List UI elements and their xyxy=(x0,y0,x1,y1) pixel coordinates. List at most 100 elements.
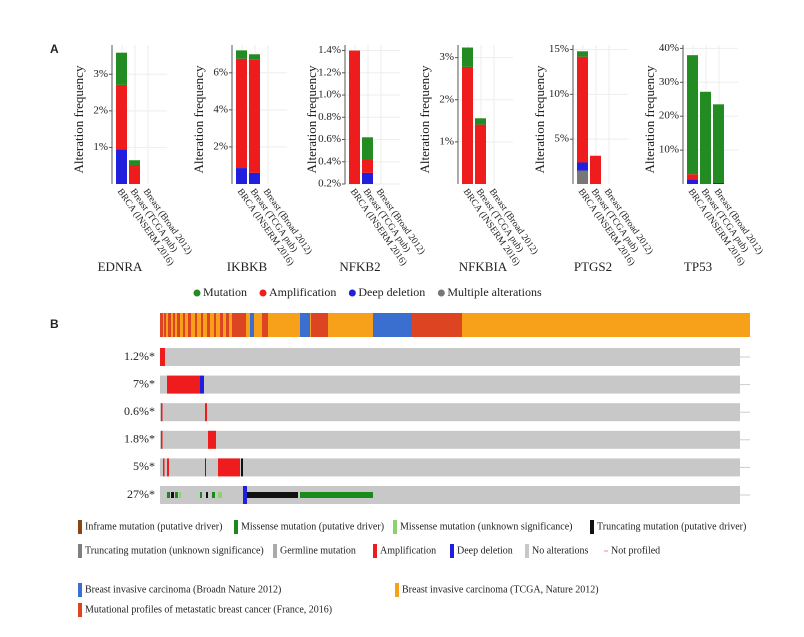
study-segment xyxy=(160,313,163,337)
panel-label: B xyxy=(50,317,59,331)
row-track xyxy=(160,486,740,504)
alteration xyxy=(218,492,222,498)
bar-segment xyxy=(462,66,473,184)
bar-segment xyxy=(362,137,373,160)
bar-segment xyxy=(590,155,601,184)
legend-label: Missense mutation (unknown significance) xyxy=(400,521,572,532)
alteration xyxy=(208,430,216,449)
chart-title: TP53 xyxy=(684,259,712,274)
legend-label: Not profiled xyxy=(611,545,660,556)
chart-title: NFKBIA xyxy=(459,259,508,274)
y-axis-label: Alteration frequency xyxy=(71,65,86,173)
legend-label: Amplification xyxy=(269,285,336,299)
study-segment xyxy=(195,313,197,337)
bar-segment xyxy=(116,149,127,184)
y-axis-label: Alteration frequency xyxy=(532,65,547,173)
alteration xyxy=(247,492,298,498)
bar-segment xyxy=(249,172,260,184)
legend-swatch xyxy=(437,289,445,297)
legend-swatch xyxy=(273,544,277,558)
study-segment xyxy=(300,313,310,337)
legend-swatch xyxy=(78,544,82,558)
row-track xyxy=(160,458,740,477)
y-tick-label: 1% xyxy=(439,135,454,147)
legend-label: Inframe mutation (putative driver) xyxy=(85,521,222,532)
y-tick-label: 3% xyxy=(93,68,108,80)
bar-segment xyxy=(577,51,588,57)
legend-swatch xyxy=(259,289,267,297)
chart-title: IKBKB xyxy=(227,259,268,274)
legend-label: No alterations xyxy=(532,545,588,556)
legend-swatch xyxy=(348,289,356,297)
y-tick-label: 30% xyxy=(659,76,679,88)
bar-segment xyxy=(475,118,486,125)
bar-segment xyxy=(577,162,588,171)
study-segment xyxy=(168,313,171,337)
study-segment xyxy=(183,313,185,337)
y-tick-label: 1% xyxy=(93,141,108,153)
study-segment xyxy=(201,313,203,337)
bar-segment xyxy=(687,55,698,175)
legend-swatch xyxy=(450,544,454,558)
alteration xyxy=(206,492,208,498)
legend-label: Amplification xyxy=(380,545,436,556)
y-tick-label: 0.2% xyxy=(318,178,341,190)
y-tick-label: 10% xyxy=(659,144,679,156)
alteration xyxy=(300,492,373,498)
alteration xyxy=(200,492,202,498)
bar-segment xyxy=(687,174,698,180)
study-segment xyxy=(232,313,246,337)
row-label: 5%* xyxy=(133,459,155,473)
study-segment xyxy=(250,313,254,337)
bar-segment xyxy=(475,124,486,184)
y-tick-label: 40% xyxy=(659,42,679,54)
legend-label: Breast invasive carcinoma (Broadn Nature… xyxy=(85,584,281,595)
alteration xyxy=(205,403,207,422)
bar-segment xyxy=(236,168,247,184)
y-tick-label: 1.4% xyxy=(318,44,341,56)
row-label: 0.6%* xyxy=(124,404,155,418)
row-track xyxy=(160,403,740,422)
bar-segment xyxy=(713,104,724,183)
study-segment xyxy=(173,313,175,337)
study-segment xyxy=(262,313,268,337)
legend-swatch xyxy=(193,289,201,297)
alteration xyxy=(163,458,165,477)
legend-label: Mutational profiles of metastatic breast… xyxy=(85,604,332,615)
bar-segment xyxy=(116,52,127,85)
y-tick-label: 1.2% xyxy=(318,66,341,78)
panel-label: A xyxy=(50,42,59,56)
alteration xyxy=(241,458,243,477)
row-label: 7%* xyxy=(133,376,155,390)
legend-label: Mutation xyxy=(203,285,247,299)
study-segment xyxy=(214,313,216,337)
legend-label: Deep deletion xyxy=(358,285,425,299)
y-axis-label: Alteration frequency xyxy=(304,65,319,173)
legend-label: Truncating mutation (unknown significanc… xyxy=(85,545,264,556)
chart-title: PTGS2 xyxy=(574,259,612,274)
y-tick-label: 0.6% xyxy=(318,133,341,145)
bar-segment xyxy=(116,84,127,150)
alteration xyxy=(171,492,174,498)
bar-segment xyxy=(687,179,698,184)
study-segment xyxy=(373,313,412,337)
alteration xyxy=(167,375,200,394)
y-tick-label: 6% xyxy=(213,66,228,78)
row-label: 27%* xyxy=(127,487,155,501)
legend-swatch xyxy=(78,603,82,617)
y-tick-label: 0.4% xyxy=(318,155,341,167)
study-segment xyxy=(164,313,166,337)
legend-swatch xyxy=(590,520,594,534)
legend-label: Breast invasive carcinoma (TCGA, Nature … xyxy=(402,584,599,595)
bar-segment xyxy=(129,164,140,184)
alteration xyxy=(161,430,163,449)
y-tick-label: 2% xyxy=(439,93,454,105)
row-label: 1.8%* xyxy=(124,432,155,446)
y-tick-label: 15% xyxy=(549,43,569,55)
bar-segment xyxy=(349,50,360,185)
study-segment xyxy=(207,313,210,337)
row-track xyxy=(160,375,740,394)
alteration xyxy=(179,492,181,498)
legend-label: Missense mutation (putative driver) xyxy=(241,521,384,532)
study-segment xyxy=(188,313,191,337)
